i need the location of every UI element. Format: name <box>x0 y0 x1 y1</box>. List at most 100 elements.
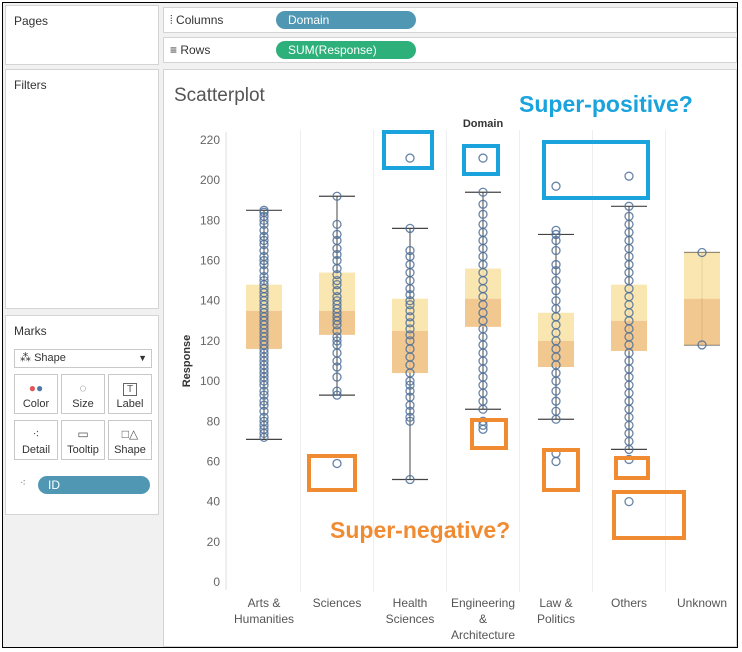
shape-button[interactable]: □△ Shape <box>108 420 152 460</box>
data-point <box>551 396 561 406</box>
data-point <box>478 219 488 230</box>
detail-marker-icon: ⁖ <box>20 478 26 489</box>
data-point <box>405 300 415 310</box>
data-point <box>624 171 634 181</box>
id-pill[interactable]: ID <box>38 476 150 494</box>
data-point <box>405 324 415 334</box>
columns-shelf[interactable]: ⦙ Columns Domain <box>163 7 737 33</box>
box-upper <box>538 312 574 341</box>
y-tick-label: 200 <box>200 173 220 187</box>
chart-title: Scatterplot <box>174 85 266 106</box>
x-category-label: Law & <box>539 596 572 610</box>
mark-type-label: Shape <box>34 352 66 364</box>
data-point <box>332 269 342 280</box>
tooltip-label: Tooltip <box>67 444 99 456</box>
columns-pill[interactable]: Domain <box>276 11 416 29</box>
filters-panel[interactable]: Filters <box>5 69 159 309</box>
negative-callout-box <box>470 418 508 450</box>
data-point <box>332 292 342 302</box>
data-point <box>478 199 488 209</box>
data-point <box>259 205 269 215</box>
data-point <box>405 153 415 163</box>
data-point <box>405 251 415 262</box>
data-point <box>332 372 342 382</box>
data-point <box>405 412 415 422</box>
x-category-label: Engineering <box>451 596 515 610</box>
negative-callout-box <box>307 454 357 492</box>
y-tick-label: 140 <box>200 294 220 308</box>
data-point <box>332 332 342 342</box>
shape-type-icon: ⁂ <box>20 352 35 364</box>
data-point <box>332 219 342 230</box>
box-upper <box>465 268 501 299</box>
tooltip-button[interactable]: ▭ Tooltip <box>61 420 105 460</box>
data-point <box>405 474 415 485</box>
rows-pill[interactable]: SUM(Response) <box>276 41 416 59</box>
data-point <box>332 286 342 296</box>
data-point <box>332 191 342 201</box>
box-upper <box>611 284 647 321</box>
data-point <box>405 380 415 390</box>
box-lower <box>465 298 501 327</box>
data-point <box>405 416 415 426</box>
data-point <box>259 231 269 242</box>
color-button[interactable]: ●● Color <box>14 374 58 414</box>
marks-panel: Marks ⁂ Shape ▼ ●● Color ◌ Size T Label … <box>5 315 159 515</box>
data-point <box>478 187 488 197</box>
data-point <box>624 201 634 211</box>
y-axis-label: Response <box>181 335 193 388</box>
y-tick-label: 60 <box>207 454 221 468</box>
data-point <box>405 296 415 306</box>
x-category-label: Unknown <box>677 596 727 610</box>
rows-icon: ≡ <box>170 43 181 57</box>
data-point <box>405 245 415 256</box>
pages-panel[interactable]: Pages <box>5 5 159 65</box>
x-category-label: & <box>479 612 487 626</box>
shape-label: Shape <box>114 444 146 456</box>
data-point <box>259 416 269 426</box>
data-point <box>405 223 415 234</box>
data-point <box>551 245 561 256</box>
data-point <box>405 312 415 322</box>
positive-annotation: Super-positive? <box>519 91 693 117</box>
label-label: Label <box>116 398 144 410</box>
data-point <box>624 496 634 507</box>
data-point <box>259 400 269 410</box>
detail-button[interactable]: ⁖ Detail <box>14 420 58 460</box>
data-point <box>405 306 415 316</box>
size-button[interactable]: ◌ Size <box>61 374 105 414</box>
chevron-down-icon: ▼ <box>138 353 147 363</box>
y-tick-label: 40 <box>207 495 221 509</box>
shape-icon: □△ <box>121 427 139 441</box>
scatterplot-chart: Scatterplot Domain Response 0 20 40 60 80 100 120… <box>174 85 727 642</box>
data-point <box>551 406 561 416</box>
rows-shelf[interactable]: ≡ Rows SUM(Response) <box>163 37 737 63</box>
mark-type-dropdown[interactable]: ⁂ Shape ▼ <box>14 349 152 368</box>
data-point <box>259 390 269 400</box>
columns-shelf-label: ⦙ Columns <box>170 13 224 27</box>
data-point <box>697 247 707 258</box>
data-point <box>259 275 269 286</box>
data-point <box>551 181 561 191</box>
data-point <box>259 396 269 406</box>
data-point <box>259 211 269 221</box>
y-tick-label: 220 <box>200 133 220 147</box>
label-button[interactable]: T Label <box>108 374 152 414</box>
label-icon: T <box>109 378 151 398</box>
y-tick-label: 20 <box>207 535 221 549</box>
x-category-label: Arts & <box>248 596 281 610</box>
y-tick-label: 100 <box>200 374 220 388</box>
positive-callout-box <box>382 130 434 170</box>
data-point <box>259 271 269 282</box>
data-point <box>697 340 707 350</box>
data-point <box>551 296 561 306</box>
data-point <box>259 386 269 396</box>
data-point <box>259 412 269 422</box>
data-point <box>405 406 415 416</box>
data-point <box>332 255 342 266</box>
marks-title: Marks <box>14 324 47 338</box>
y-tick-label: 180 <box>200 213 220 227</box>
y-tick-label: 0 <box>213 575 220 589</box>
data-point <box>259 265 269 276</box>
y-tick-label: 80 <box>207 414 221 428</box>
